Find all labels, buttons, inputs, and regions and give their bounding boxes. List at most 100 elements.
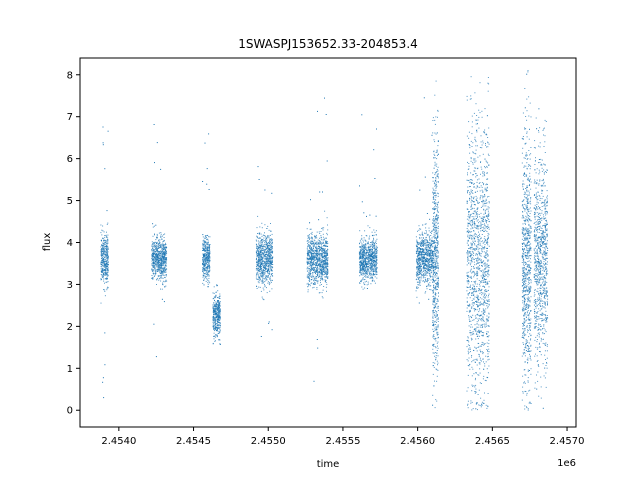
data-point (323, 252, 325, 254)
data-point (164, 248, 165, 249)
data-point (166, 280, 168, 282)
data-point (419, 260, 421, 262)
data-point (421, 231, 423, 233)
data-point (421, 248, 423, 250)
data-point (258, 266, 260, 268)
data-point (361, 248, 363, 250)
data-point (313, 271, 315, 273)
data-point (426, 281, 428, 283)
data-point (272, 260, 273, 262)
data-point (208, 249, 209, 251)
data-point (216, 313, 218, 315)
data-point (374, 248, 376, 250)
data-point (159, 263, 161, 265)
data-point (154, 265, 156, 267)
data-point (264, 269, 266, 271)
data-point (208, 275, 210, 277)
data-point (311, 249, 313, 251)
data-point (319, 270, 321, 272)
data-point (256, 244, 258, 245)
data-point (428, 269, 430, 271)
data-point (166, 257, 167, 259)
data-point (370, 256, 372, 257)
data-point (324, 250, 326, 252)
data-point (374, 246, 376, 248)
data-point (106, 287, 108, 289)
data-point (422, 277, 424, 279)
data-point (326, 250, 328, 252)
data-point (311, 247, 313, 249)
data-point (362, 267, 364, 269)
data-point (366, 255, 368, 257)
data-point (270, 250, 272, 252)
data-point (158, 267, 160, 269)
data-point (216, 320, 218, 322)
data-point (103, 231, 105, 233)
data-point (370, 283, 372, 285)
data-point (165, 272, 167, 273)
data-point (318, 250, 320, 252)
data-point (151, 263, 153, 265)
data-point (419, 259, 421, 261)
data-point (315, 271, 317, 272)
data-point (208, 250, 210, 252)
data-point (101, 272, 103, 273)
data-point (374, 268, 376, 270)
data-point (363, 244, 365, 246)
data-point (363, 263, 365, 265)
data-point (155, 267, 156, 269)
data-point (261, 239, 263, 241)
data-point (429, 238, 431, 240)
data-cluster-8 (415, 97, 434, 304)
data-point (271, 258, 273, 259)
data-point (205, 258, 207, 260)
data-point (216, 297, 218, 298)
data-point (206, 239, 208, 241)
data-point (327, 263, 329, 265)
data-point (105, 255, 107, 257)
data-point (265, 253, 266, 255)
data-point (158, 239, 160, 241)
data-point (202, 276, 204, 278)
data-point (213, 296, 215, 298)
data-point (158, 275, 160, 277)
data-point (215, 311, 216, 313)
data-point (322, 257, 324, 259)
data-point (317, 239, 319, 241)
data-point (269, 238, 271, 240)
data-point (266, 254, 268, 256)
data-point (359, 248, 361, 250)
data-point (369, 250, 371, 252)
data-point (422, 234, 423, 236)
data-point (214, 321, 216, 322)
data-point (207, 286, 209, 288)
data-point (307, 276, 309, 278)
data-point (207, 246, 209, 248)
data-point (151, 258, 153, 260)
data-point (163, 266, 165, 268)
data-point (104, 250, 106, 252)
data-point (161, 268, 163, 270)
data-point (359, 252, 361, 254)
data-point (309, 246, 311, 248)
data-point (317, 255, 318, 257)
data-point (376, 248, 378, 250)
data-point (219, 293, 221, 295)
data-point (268, 262, 270, 264)
data-point (216, 318, 218, 320)
data-point (209, 245, 210, 247)
data-point (255, 239, 257, 241)
data-point (268, 237, 270, 239)
data-point (307, 252, 309, 254)
data-point (158, 264, 160, 266)
data-point (156, 266, 158, 268)
data-point (264, 246, 266, 248)
data-point (369, 259, 371, 261)
data-point (266, 239, 268, 241)
data-point (360, 264, 362, 266)
data-point (205, 256, 207, 258)
data-point (324, 267, 326, 269)
data-point-outlier (373, 149, 375, 151)
data-point (105, 266, 107, 268)
data-point (155, 245, 157, 247)
